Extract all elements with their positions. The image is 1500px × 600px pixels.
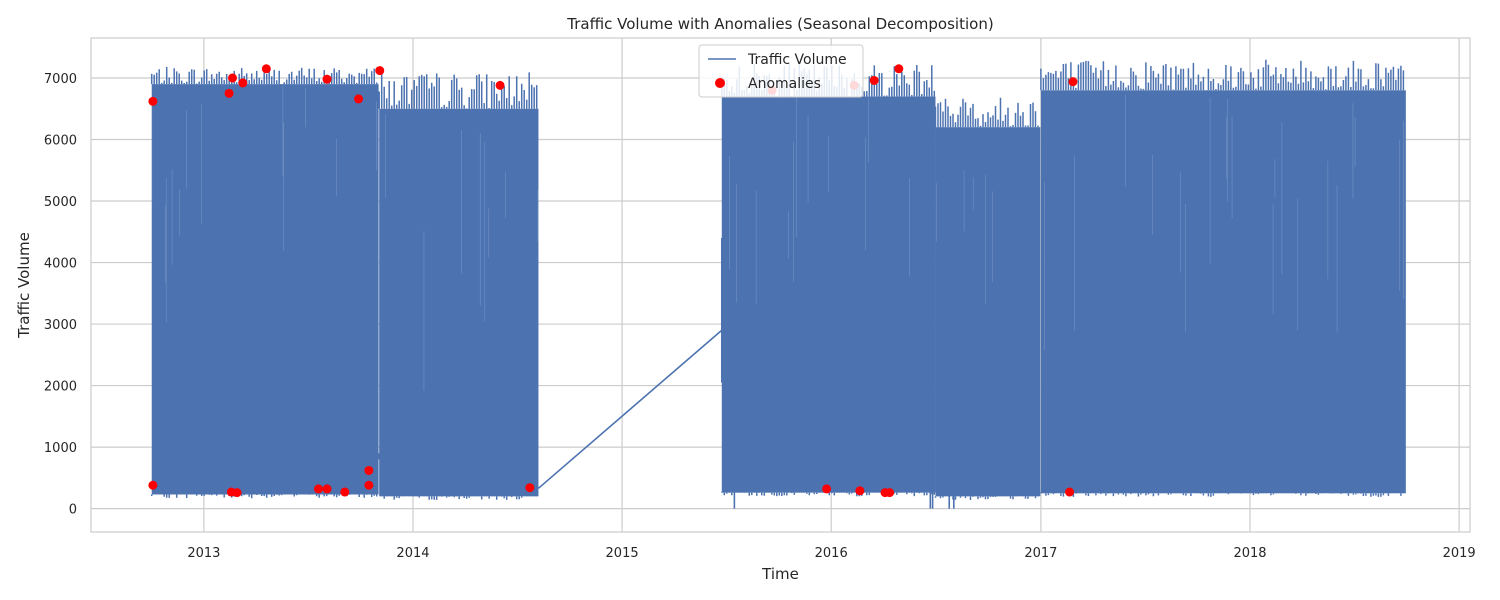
y-tick-label: 7000 [44,72,77,87]
anomaly-point [375,66,385,76]
traffic-volume-troughs [150,490,378,499]
anomaly-point [855,486,865,496]
y-tick-label: 3000 [44,318,77,333]
anomaly-point [322,484,332,494]
x-tick-label: 2017 [1024,546,1057,561]
traffic-volume-troughs [378,492,538,500]
anomaly-point [322,74,332,84]
y-tick-label: 6000 [44,134,77,149]
legend-label-traffic-volume: Traffic Volume [747,52,847,68]
anomaly-point [1065,487,1075,497]
traffic-volume-series [150,59,1406,509]
x-tick-label: 2013 [187,546,220,561]
x-tick-label: 2014 [396,546,429,561]
anomaly-point [148,480,158,490]
anomaly-point [869,75,879,85]
traffic-volume-gap-line [537,329,723,489]
plot-frame [90,37,1471,533]
traffic-volume-troughs [1040,489,1405,497]
y-tick-label: 1000 [44,441,77,456]
anomaly-point [364,465,374,475]
anomaly-point [148,96,158,106]
anomaly-point [238,78,248,88]
anomaly-point [228,73,238,83]
y-tick-label: 4000 [44,257,77,272]
anomaly-point [261,64,271,74]
legend: Traffic Volume Anomalies [698,44,864,98]
legend-marker-swatch [715,78,725,88]
x-tick-label: 2018 [1233,546,1266,561]
y-axis-label: Traffic Volume [15,232,33,339]
anomaly-point [313,484,323,494]
anomaly-point [495,80,505,90]
tick-labels: 2013 2014 2015 2016 2017 2018 2019 0 1000 2000 300… [44,72,1476,561]
anomaly-point [364,480,374,490]
anomaly-point [1068,77,1078,87]
traffic-volume-troughs [934,493,1039,500]
traffic-volume-band [935,127,1041,497]
traffic-volume-band [379,108,539,497]
traffic-volume-peaks [1040,59,1405,91]
anomaly-point [885,488,895,498]
y-tick-label: 2000 [44,380,77,395]
anomaly-point [525,483,535,493]
x-tick-label: 2019 [1443,546,1476,561]
traffic-volume-peaks [934,97,1039,128]
traffic-volume-band [1040,90,1406,494]
y-tick-label: 5000 [44,195,77,210]
chart-title: Traffic Volume with Anomalies (Seasonal … [566,15,993,33]
anomaly-point [340,487,350,497]
traffic-volume-peaks [378,72,538,109]
anomaly-point [224,88,234,98]
y-tick-label: 0 [69,503,77,518]
anomaly-point [894,64,904,74]
anomaly-point [822,484,832,494]
x-tick-label: 2015 [606,546,639,561]
traffic-volume-band [151,84,379,495]
traffic-volume-gap-line [377,453,380,460]
legend-box [698,44,864,98]
legend-label-anomalies: Anomalies [748,76,821,92]
x-tick-label: 2016 [815,546,848,561]
anomaly-point [232,488,242,498]
anomaly-point [354,94,364,104]
x-axis-label: Time [761,565,799,583]
